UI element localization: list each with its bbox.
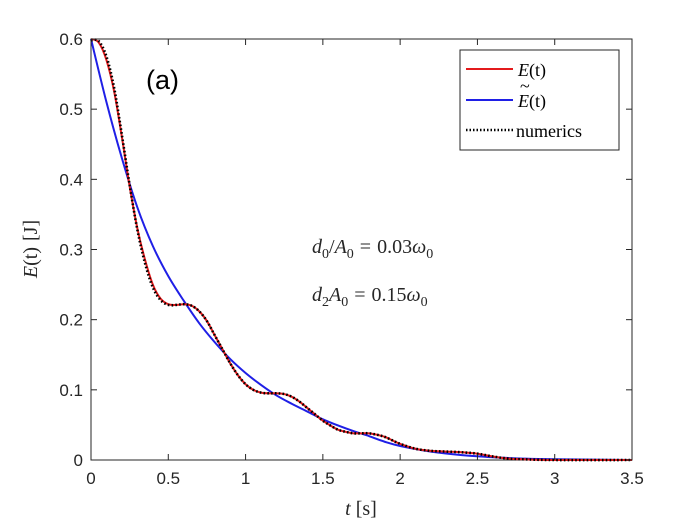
y-axis-func: E — [20, 266, 42, 279]
annot1-lhs2-sym: A — [333, 236, 348, 258]
legend: E(t) E(t) ~ numerics — [459, 49, 620, 151]
y-tick-label: 0.3 — [59, 241, 83, 260]
series--t--line — [90, 38, 633, 461]
x-tick-label: 0.5 — [156, 469, 180, 488]
y-axis-unit: [J] — [20, 220, 42, 241]
x-tick-label: 3.5 — [620, 469, 644, 488]
tick-layer: 0 0.5 1 1.5 2 2.5 3 3.5 0 0.1 0.2 0.3 0.4 0.5 0.6 — [59, 30, 643, 488]
annot2-rhs-sub: 0 — [421, 295, 428, 310]
x-tick-label: 3 — [550, 469, 559, 488]
legend-e-func: E — [517, 60, 529, 80]
x-axis-unit: [s] — [356, 498, 377, 520]
series-numerics-line — [90, 38, 633, 462]
panel-label: (a) — [146, 65, 179, 95]
x-tick-label: 2.5 — [466, 469, 490, 488]
annot2-rhs-sym: ω — [407, 284, 421, 306]
annotation-d0-over-a0: d0/A0 = 0.03ω0 — [312, 236, 433, 262]
y-tick-label: 0.4 — [59, 170, 83, 189]
x-tick-label: 1 — [241, 469, 250, 488]
y-tick-label: 0 — [74, 451, 83, 470]
y-tick-label: 0.6 — [59, 30, 83, 49]
x-tick-label: 2 — [395, 469, 404, 488]
x-tick-label: 1.5 — [311, 469, 335, 488]
legend-label-numerics: numerics — [516, 121, 582, 141]
annotation-d2-a0: d2A0 = 0.15ω0 — [312, 284, 428, 310]
annot2-lhs2-sym: A — [327, 284, 342, 306]
y-axis-label: E(t) [J] — [20, 220, 42, 279]
annot1-op: / — [329, 236, 335, 258]
annot2-rhs-num: 0.15 — [372, 284, 407, 306]
annot2-lhs2-sub: 0 — [341, 295, 348, 310]
y-axis-arg: (t) — [20, 247, 42, 266]
legend-label-etilde: E(t) — [517, 91, 546, 112]
x-axis-label: t [s] — [345, 498, 377, 520]
annot1-lhs-sub: 0 — [322, 247, 329, 262]
x-tick-label: 0 — [86, 469, 95, 488]
annot1-rhs-sym: ω — [412, 236, 426, 258]
legend-etilde-func: E — [517, 91, 529, 111]
annot1-rhs-num: 0.03 — [377, 236, 412, 258]
x-axis-var: t — [345, 498, 351, 520]
legend-e-arg: (t) — [529, 60, 546, 81]
svg-text:d0/A0=0.03ω0: d0/A0 = 0.03ω0 — [312, 236, 433, 262]
legend-etilde-arg: (t) — [529, 91, 546, 112]
y-tick-label: 0.5 — [59, 100, 83, 119]
annot1-lhs-sym: d — [312, 236, 323, 258]
annot1-rhs-sub: 0 — [426, 247, 433, 262]
legend-tilde-mark: ~ — [520, 76, 530, 96]
annot1-lhs2-sub: 0 — [347, 247, 354, 262]
annot2-lhs-sub: 2 — [322, 295, 329, 310]
annot2-lhs-sym: d — [312, 284, 323, 306]
series-layer — [90, 38, 633, 462]
y-tick-label: 0.1 — [59, 381, 83, 400]
y-tick-label: 0.2 — [59, 311, 83, 330]
legend-label-e: E(t) — [517, 60, 546, 81]
svg-text:d2A0=0.15ω0: d2A0 = 0.15ω0 — [312, 284, 428, 310]
